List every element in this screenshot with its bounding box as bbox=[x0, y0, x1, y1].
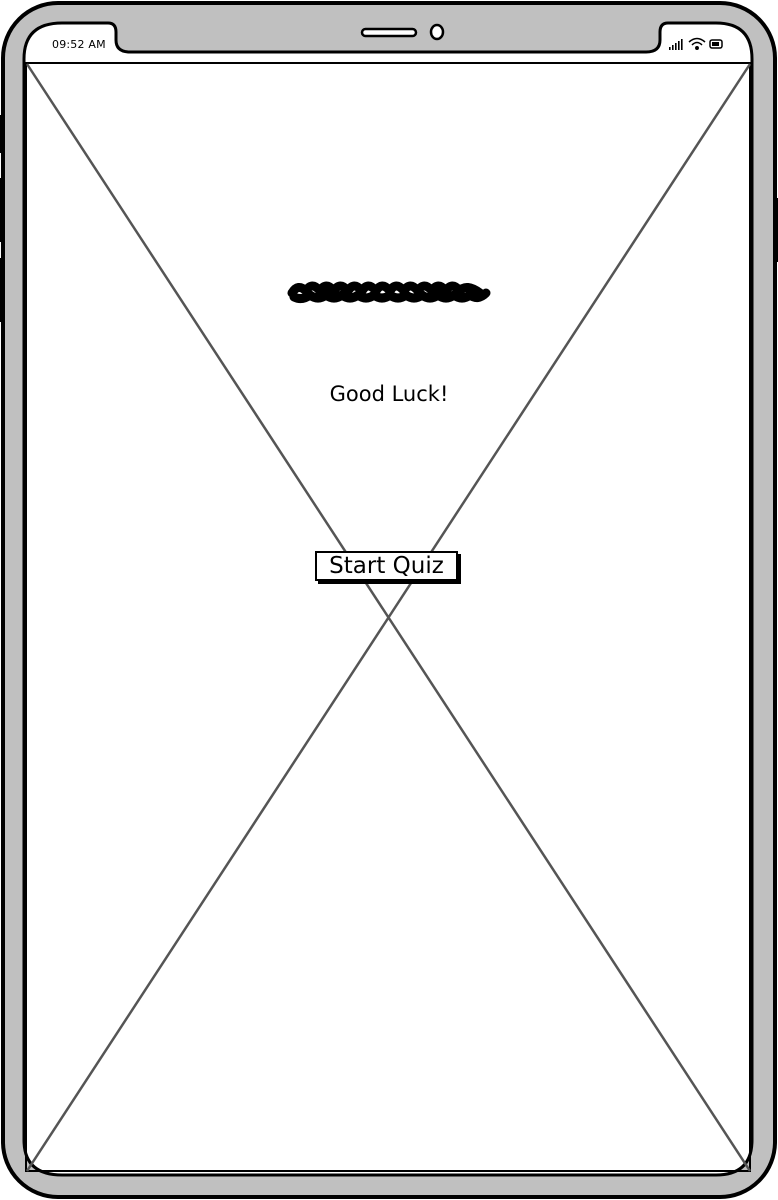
power-button bbox=[773, 198, 778, 262]
front-camera bbox=[429, 23, 445, 41]
placeholder-cross-line-2 bbox=[25, 63, 752, 1172]
volume-up-button bbox=[0, 178, 5, 242]
status-time: 09:52 AM bbox=[52, 38, 106, 51]
speaker-grille bbox=[360, 27, 418, 38]
mute-switch bbox=[0, 115, 5, 153]
volume-down-button bbox=[0, 258, 5, 322]
battery-icon bbox=[709, 39, 723, 49]
greeting-text: Good Luck! bbox=[329, 382, 449, 406]
signal-icon bbox=[669, 39, 683, 50]
start-quiz-button[interactable]: Start Quiz bbox=[315, 551, 458, 581]
scribble-title-icon bbox=[287, 281, 491, 304]
wifi-icon bbox=[688, 37, 706, 50]
